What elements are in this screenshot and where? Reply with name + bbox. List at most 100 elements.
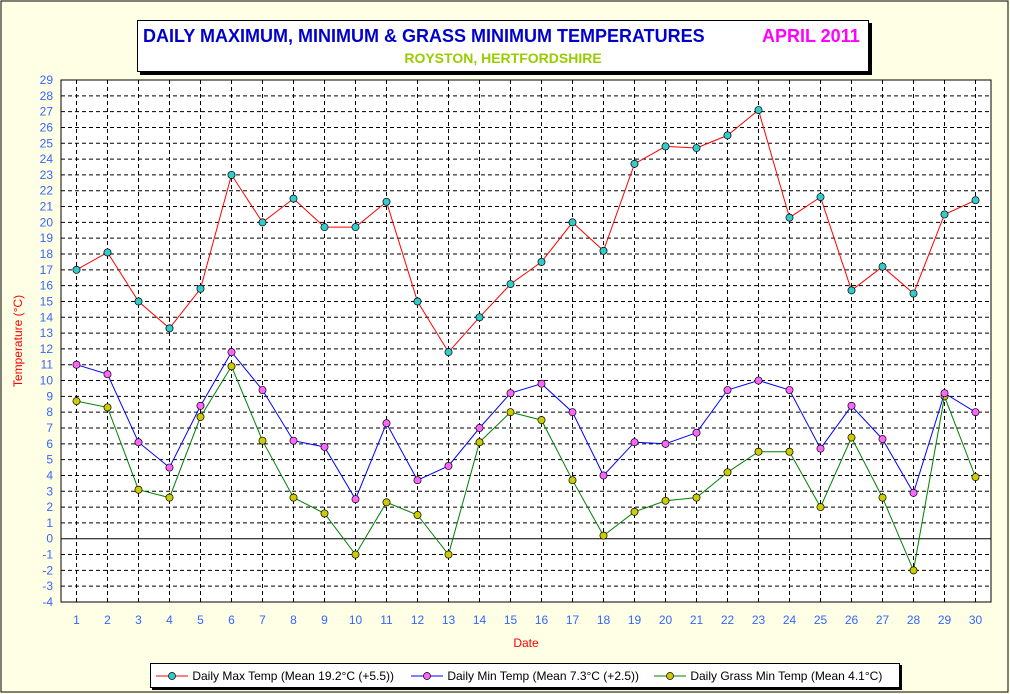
data-point-max xyxy=(847,286,856,295)
y-tick-label: 27 xyxy=(40,105,54,119)
data-point-grass xyxy=(723,468,732,477)
y-tick-label: 18 xyxy=(40,247,54,261)
y-tick-label: 3 xyxy=(46,484,53,498)
data-point-max xyxy=(351,223,360,232)
x-tick-label: 30 xyxy=(969,613,983,627)
data-point-min xyxy=(72,360,81,369)
legend-item-min: Daily Min Temp (Mean 7.3°C (+2.5)) xyxy=(410,669,639,683)
data-point-grass xyxy=(227,362,236,371)
data-point-min xyxy=(630,438,639,447)
data-point-min xyxy=(723,386,732,394)
data-point-min xyxy=(878,435,887,444)
y-axis-title: Temperature (°C) xyxy=(11,295,25,387)
data-point-min xyxy=(692,428,701,437)
y-tick-label: 29 xyxy=(40,73,54,87)
y-tick-label: 26 xyxy=(40,120,54,134)
data-point-min xyxy=(351,495,360,504)
chart-subtitle: ROYSTON, HERTFORDSHIRE xyxy=(404,50,602,66)
x-tick-label: 18 xyxy=(597,613,611,627)
y-tick-label: 11 xyxy=(41,358,54,372)
grid-lines xyxy=(61,80,991,602)
y-tick-label: -3 xyxy=(42,579,53,593)
data-point-max xyxy=(506,280,515,289)
data-point-max xyxy=(723,131,732,140)
data-point-min xyxy=(537,379,546,388)
y-tick-label: 16 xyxy=(40,279,54,293)
legend-label-max: Daily Max Temp (Mean 19.2°C (+5.5)) xyxy=(192,669,394,683)
legend-symbol-grass xyxy=(654,672,686,680)
data-point-max xyxy=(537,257,546,266)
data-point-min xyxy=(909,488,918,497)
data-point-grass xyxy=(413,511,422,519)
data-point-grass xyxy=(785,447,794,456)
series-group xyxy=(72,106,980,575)
x-tick-label: 17 xyxy=(566,613,580,627)
x-tick-labels: 1 2 3 4 5 6 7 8 9 10 11 12 13 14 15 16 17 18 19 20 21 22 23 24 2… xyxy=(73,613,982,627)
x-tick-label: 15 xyxy=(504,613,518,627)
y-tick-labels: -4-3-2-101234567891011121314151617181920… xyxy=(40,73,54,609)
data-point-grass xyxy=(103,403,112,412)
y-tick-label: 2 xyxy=(46,500,53,514)
data-point-grass xyxy=(661,496,670,505)
data-point-min xyxy=(320,443,329,451)
data-point-min xyxy=(506,389,515,398)
data-point-max xyxy=(289,194,298,203)
data-point-grass xyxy=(320,509,329,518)
data-point-max xyxy=(72,265,81,274)
data-point-grass xyxy=(692,493,701,502)
data-point-min xyxy=(661,439,670,448)
data-point-min xyxy=(599,471,608,480)
x-tick-label: 13 xyxy=(442,613,456,627)
x-tick-label: 23 xyxy=(752,613,766,627)
legend-symbol-max xyxy=(156,672,188,680)
y-tick-label: 20 xyxy=(40,215,54,229)
y-tick-label: 14 xyxy=(40,310,54,324)
y-tick-label: 25 xyxy=(40,136,54,150)
y-tick-label: 15 xyxy=(40,294,54,308)
data-point-grass xyxy=(878,493,887,502)
legend-item-grass: Daily Grass Min Temp (Mean 4.1°C) xyxy=(653,669,882,683)
data-point-grass xyxy=(475,438,484,447)
x-tick-label: 10 xyxy=(349,613,363,627)
data-point-grass xyxy=(537,416,546,425)
data-point-max xyxy=(816,193,825,202)
x-tick-label: 27 xyxy=(876,613,890,627)
series-line-min xyxy=(76,351,976,501)
x-tick-label: 1 xyxy=(73,613,80,627)
data-point-min xyxy=(413,476,422,485)
data-point-max xyxy=(103,248,112,257)
x-tick-label: 8 xyxy=(290,613,297,627)
x-axis-title: Date xyxy=(513,636,539,650)
legend-label-min: Daily Min Temp (Mean 7.3°C (+2.5)) xyxy=(447,669,639,683)
x-tick-label: 12 xyxy=(411,613,425,627)
data-point-min xyxy=(165,463,174,472)
data-point-grass xyxy=(444,550,453,559)
data-point-grass xyxy=(258,436,267,445)
data-point-grass xyxy=(506,408,515,417)
y-tick-label: 17 xyxy=(40,263,54,277)
data-point-min xyxy=(785,386,794,394)
data-point-max xyxy=(320,223,329,232)
data-point-grass xyxy=(72,397,81,406)
data-point-max xyxy=(444,348,453,357)
data-point-min xyxy=(475,424,484,432)
y-tick-label: 0 xyxy=(46,532,53,546)
data-point-max xyxy=(878,262,887,271)
series-line-max xyxy=(76,109,976,353)
data-point-min xyxy=(940,389,949,398)
data-point-grass xyxy=(909,566,918,575)
data-point-grass xyxy=(971,473,980,481)
x-tick-label: 25 xyxy=(814,613,828,627)
data-point-max xyxy=(475,313,484,322)
data-point-min xyxy=(103,370,112,379)
chart-title-month: APRIL 2011 xyxy=(762,26,860,46)
chart-title: DAILY MAXIMUM, MINIMUM & GRASS MINIMUM T… xyxy=(143,26,705,46)
data-point-min xyxy=(227,348,236,357)
data-point-max xyxy=(165,324,174,333)
y-tick-label: 12 xyxy=(40,342,54,356)
x-tick-label: 7 xyxy=(259,613,266,627)
y-tick-label: 13 xyxy=(40,326,54,340)
y-tick-label: 1 xyxy=(46,516,53,530)
